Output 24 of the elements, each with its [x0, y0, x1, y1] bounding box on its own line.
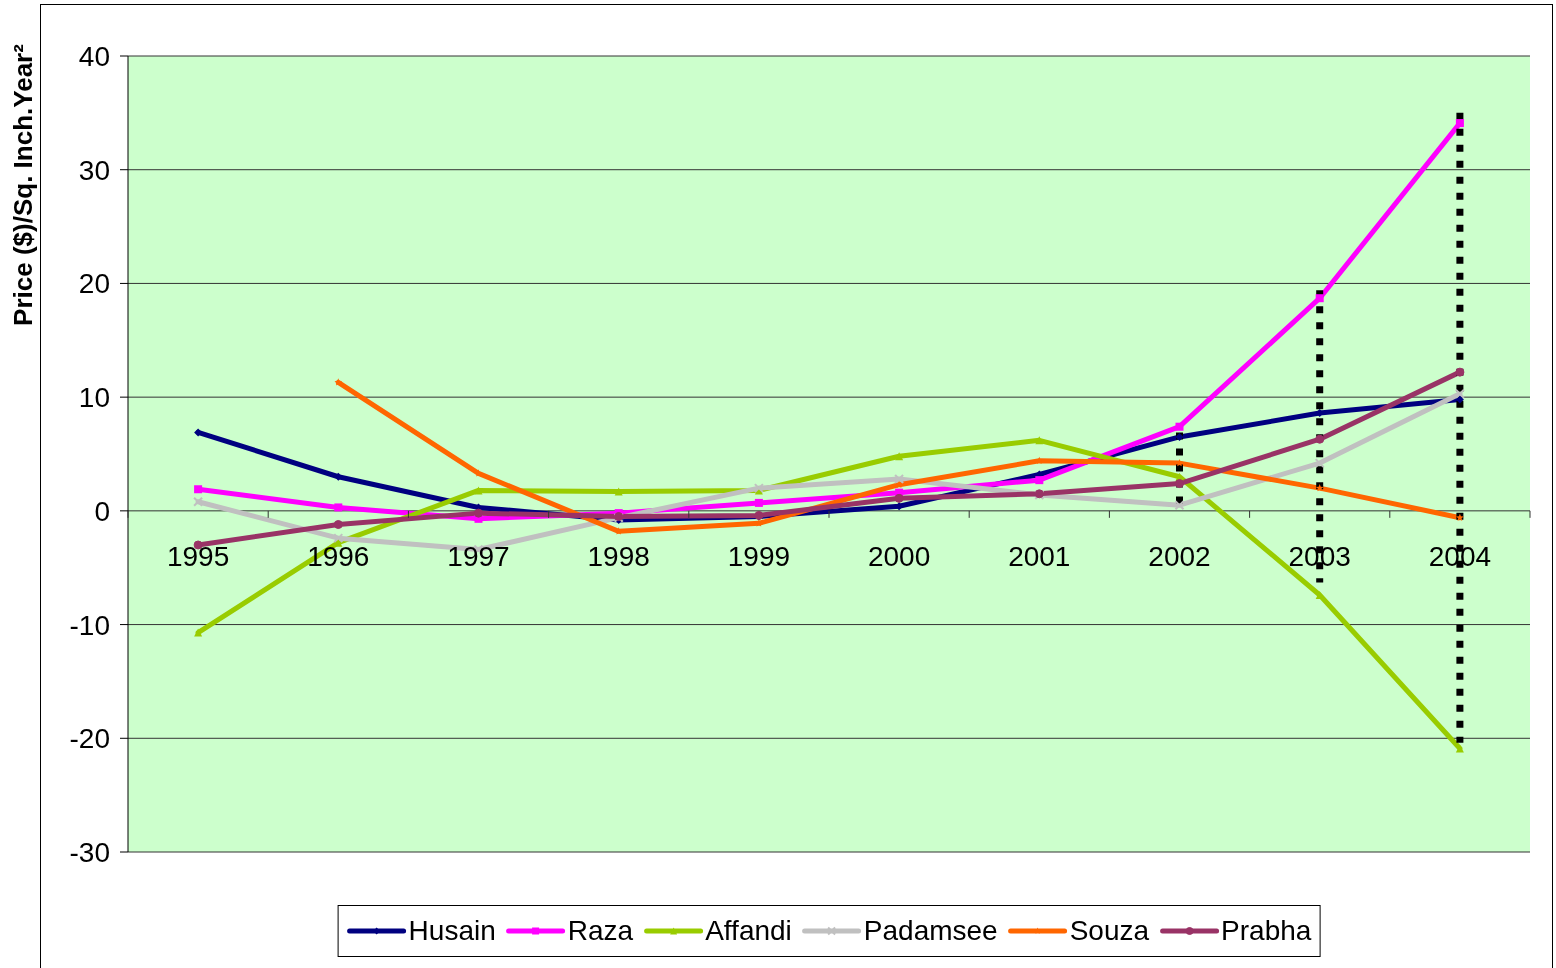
y-tick-label: 30 [78, 154, 110, 186]
y-tick-label: -10 [69, 609, 110, 641]
x-tick-label: 2000 [867, 540, 931, 572]
legend-label: Padamsee [863, 915, 998, 947]
legend-label: Husain [408, 915, 496, 947]
x-tick-label: 1995 [166, 540, 230, 572]
x-tick-label: 1997 [447, 540, 510, 572]
legend-label: Souza [1069, 915, 1150, 947]
legend-label: Prabha [1221, 915, 1312, 947]
y-axis-title: Price ($)/Sq. Inch.Year² [7, 44, 39, 326]
x-tick-label: 1999 [727, 540, 791, 572]
y-tick-label: -30 [69, 836, 110, 868]
x-tick-label: 2002 [1148, 540, 1211, 572]
x-tick-label: 2003 [1288, 540, 1351, 572]
y-tick-label: -20 [69, 723, 110, 755]
y-tick-label: 10 [78, 382, 110, 414]
legend-label: Affandi [705, 915, 792, 947]
x-tick-label: 2001 [1008, 540, 1071, 572]
y-tick-label: 0 [94, 495, 110, 527]
legend-label: Raza [567, 915, 634, 947]
y-tick-label: 40 [78, 40, 110, 72]
x-tick-label: 1998 [587, 540, 650, 572]
x-tick-label: 2004 [1428, 540, 1492, 572]
y-tick-label: 20 [78, 268, 110, 300]
